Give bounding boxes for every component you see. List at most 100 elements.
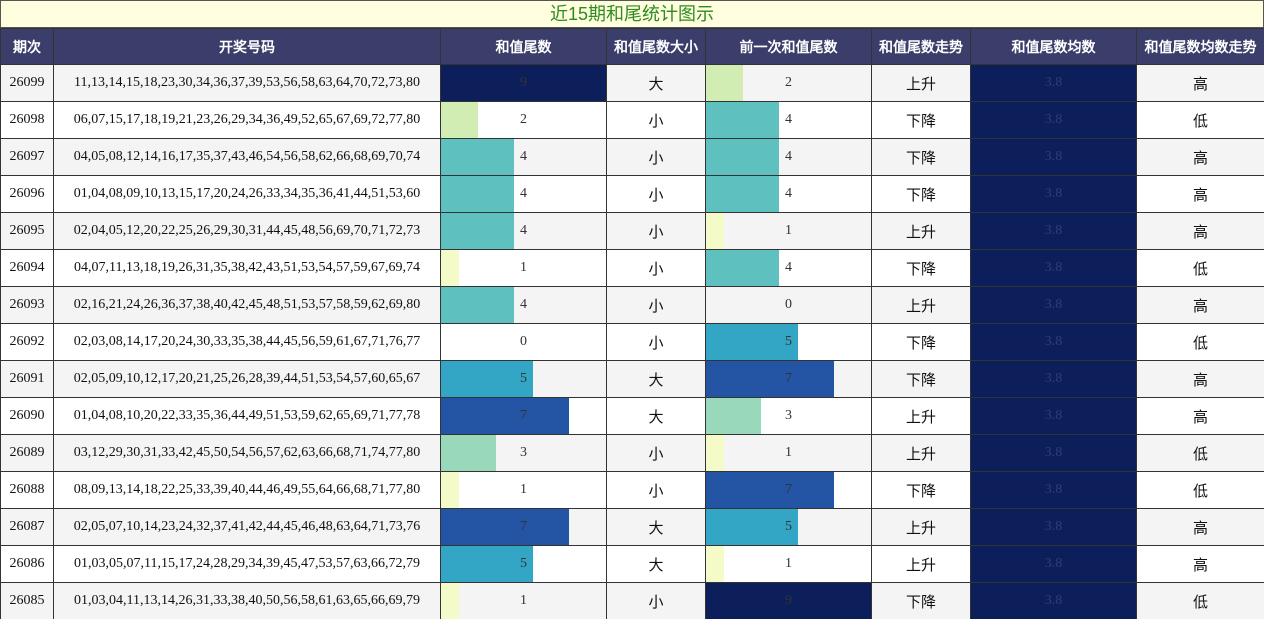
prev-tail-label: 4 <box>785 112 792 127</box>
tail-cell: 1 <box>440 249 607 287</box>
tail-label: 7 <box>520 408 527 423</box>
avg-trend-cell: 高 <box>1136 138 1264 176</box>
header-avg-trend: 和值尾数均数走势 <box>1136 28 1264 65</box>
avg-label: 3.8 <box>1044 593 1063 608</box>
avg-trend-cell: 高 <box>1136 175 1264 213</box>
avg-label: 3.8 <box>1044 223 1063 238</box>
avg-trend-cell: 高 <box>1136 397 1264 435</box>
trend-cell: 上升 <box>871 286 971 324</box>
tail-bar <box>441 472 460 508</box>
avg-label: 3.8 <box>1044 445 1063 460</box>
numbers-cell: 08,09,13,14,18,22,25,33,39,40,44,46,49,5… <box>53 471 441 509</box>
tail-label: 4 <box>520 149 527 164</box>
avg-trend-cell: 高 <box>1136 286 1264 324</box>
prev-tail-cell: 4 <box>705 249 872 287</box>
avg-bar <box>971 509 1136 545</box>
numbers-cell: 02,05,09,10,12,17,20,21,25,26,28,39,44,5… <box>53 360 441 398</box>
table-row: 26091 02,05,09,10,12,17,20,21,25,26,28,39… <box>0 360 1264 398</box>
size-cell: 小 <box>606 471 706 509</box>
numbers-cell: 02,04,05,12,20,22,25,26,29,30,31,44,45,4… <box>53 212 441 250</box>
prev-tail-cell: 9 <box>705 582 872 619</box>
period-cell: 26094 <box>0 249 54 287</box>
trend-cell: 下降 <box>871 323 971 361</box>
tail-bar <box>441 546 533 582</box>
prev-tail-label: 4 <box>785 186 792 201</box>
trend-cell: 下降 <box>871 138 971 176</box>
tail-label: 7 <box>520 519 527 534</box>
size-cell: 小 <box>606 582 706 619</box>
prev-tail-label: 4 <box>785 260 792 275</box>
numbers-cell: 02,05,07,10,14,23,24,32,37,41,42,44,45,4… <box>53 508 441 546</box>
prev-tail-label: 5 <box>785 519 792 534</box>
prev-tail-bar <box>706 509 798 545</box>
period-cell: 26099 <box>0 64 54 102</box>
avg-trend-cell: 高 <box>1136 508 1264 546</box>
header-tail: 和值尾数 <box>440 28 607 65</box>
header-prev-tail: 前一次和值尾数 <box>705 28 872 65</box>
prev-tail-label: 1 <box>785 223 792 238</box>
tail-bar <box>441 583 460 619</box>
avg-cell: 3.8 <box>970 175 1137 213</box>
avg-cell: 3.8 <box>970 508 1137 546</box>
avg-trend-cell: 低 <box>1136 249 1264 287</box>
trend-cell: 上升 <box>871 545 971 583</box>
table-row: 26098 06,07,15,17,18,19,21,23,26,29,34,36… <box>0 101 1264 139</box>
header-avg: 和值尾数均数 <box>970 28 1137 65</box>
prev-tail-bar <box>706 472 835 508</box>
trend-cell: 下降 <box>871 360 971 398</box>
tail-cell: 7 <box>440 397 607 435</box>
trend-cell: 上升 <box>871 64 971 102</box>
avg-label: 3.8 <box>1044 482 1063 497</box>
tail-label: 4 <box>520 223 527 238</box>
tail-bar <box>441 102 478 138</box>
tail-cell: 4 <box>440 175 607 213</box>
size-cell: 小 <box>606 212 706 250</box>
prev-tail-bar <box>706 176 780 212</box>
avg-trend-cell: 高 <box>1136 545 1264 583</box>
avg-cell: 3.8 <box>970 323 1137 361</box>
tail-cell: 1 <box>440 582 607 619</box>
prev-tail-cell: 4 <box>705 138 872 176</box>
tail-label: 1 <box>520 482 527 497</box>
tail-cell: 7 <box>440 508 607 546</box>
tail-bar <box>441 139 515 175</box>
size-cell: 小 <box>606 286 706 324</box>
avg-cell: 3.8 <box>970 360 1137 398</box>
tail-cell: 5 <box>440 360 607 398</box>
avg-label: 3.8 <box>1044 519 1063 534</box>
trend-cell: 下降 <box>871 582 971 619</box>
trend-cell: 下降 <box>871 101 971 139</box>
avg-trend-cell: 低 <box>1136 582 1264 619</box>
avg-trend-cell: 低 <box>1136 323 1264 361</box>
tail-bar <box>441 509 570 545</box>
tail-cell: 4 <box>440 286 607 324</box>
table-body: 26099 11,13,14,15,18,23,30,34,36,37,39,53… <box>0 64 1264 619</box>
table-row: 26090 01,04,08,10,20,22,33,35,36,44,49,51… <box>0 397 1264 435</box>
prev-tail-bar <box>706 324 798 360</box>
prev-tail-cell: 4 <box>705 101 872 139</box>
avg-trend-cell: 高 <box>1136 212 1264 250</box>
avg-cell: 3.8 <box>970 286 1137 324</box>
prev-tail-cell: 5 <box>705 323 872 361</box>
tail-cell: 9 <box>440 64 607 102</box>
tail-cell: 2 <box>440 101 607 139</box>
tail-label: 0 <box>520 334 527 349</box>
size-cell: 小 <box>606 175 706 213</box>
table-row: 26086 01,03,05,07,11,15,17,24,28,29,34,39… <box>0 545 1264 583</box>
period-cell: 26091 <box>0 360 54 398</box>
prev-tail-bar <box>706 65 743 101</box>
avg-bar <box>971 65 1136 101</box>
prev-tail-bar <box>706 583 871 619</box>
avg-cell: 3.8 <box>970 434 1137 472</box>
tail-cell: 5 <box>440 545 607 583</box>
avg-cell: 3.8 <box>970 545 1137 583</box>
prev-tail-bar <box>706 398 761 434</box>
tail-bar <box>441 287 515 323</box>
size-cell: 小 <box>606 138 706 176</box>
trend-cell: 下降 <box>871 175 971 213</box>
prev-tail-bar <box>706 102 780 138</box>
tail-bar <box>441 213 515 249</box>
header-numbers: 开奖号码 <box>53 28 441 65</box>
avg-cell: 3.8 <box>970 212 1137 250</box>
prev-tail-label: 4 <box>785 149 792 164</box>
